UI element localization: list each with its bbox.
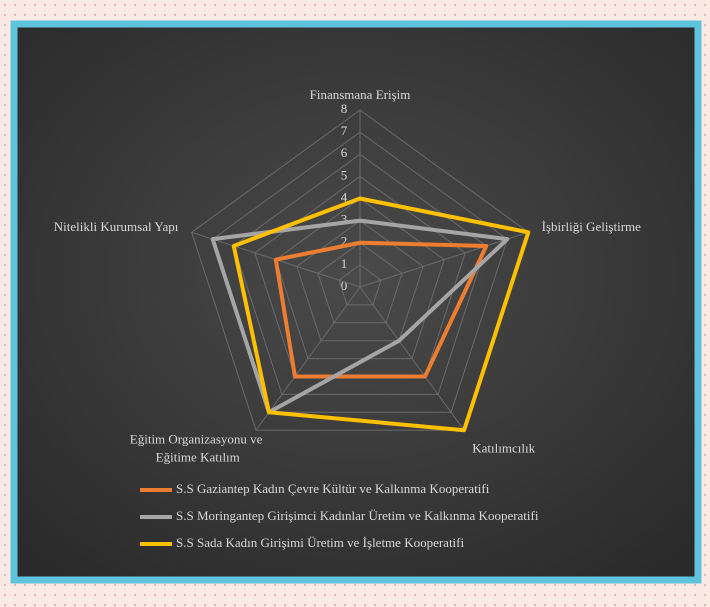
tick-label: 6: [341, 145, 348, 160]
grid-line: [191, 109, 529, 431]
legend-label: S.S Moringantep Girişimci Kadınlar Üreti…: [176, 508, 539, 523]
tick-label: 0: [341, 278, 348, 293]
category-label: İşbirliği Geliştirme: [542, 219, 642, 234]
axis-line: [255, 286, 361, 431]
series-line: [231, 196, 531, 433]
series-line: [273, 240, 489, 379]
tick-label: 4: [341, 189, 348, 204]
tick-label: 5: [341, 167, 348, 182]
axis-line: [359, 231, 529, 288]
category-label: Katılımcılık: [472, 441, 535, 456]
grid-line: [275, 197, 445, 360]
tick-label: 7: [341, 123, 348, 138]
axis-line: [359, 286, 465, 431]
grid-line: [317, 242, 403, 324]
legend-label: S.S Sada Kadın Girişimi Üretim ve İşletm…: [176, 535, 465, 550]
legend-label: S.S Gaziantep Kadın Çevre Kültür ve Kalk…: [176, 481, 490, 496]
series-line: [210, 218, 510, 415]
tick-label: 8: [341, 101, 348, 116]
tick-label: 3: [341, 212, 348, 227]
grid-line: [338, 264, 382, 306]
tick-label: 1: [341, 256, 348, 271]
grid-line: [296, 220, 424, 342]
panel: [10, 20, 702, 584]
category-label: Finansmana Erişim: [310, 87, 411, 102]
tick-label: 2: [341, 234, 348, 249]
category-label: Eğitim Organizasyonu ve Eğitime Katılım: [130, 432, 266, 465]
category-label: Nitelikli Kurumsal Yapı: [54, 219, 179, 234]
grid-line: [233, 153, 487, 395]
